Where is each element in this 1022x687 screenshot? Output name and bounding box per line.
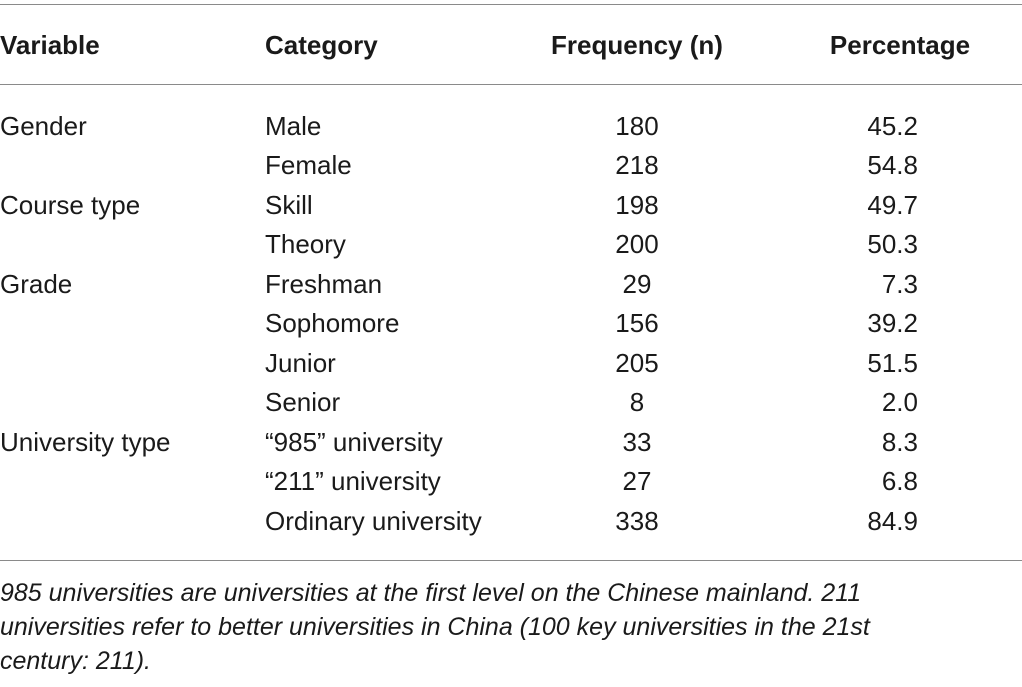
row-percentage: 6.8: [881, 466, 918, 496]
row-category: Male: [265, 111, 322, 141]
row-percentage: 84.9: [867, 506, 918, 536]
row-category: Female: [265, 150, 352, 180]
row-percentage: 39.2: [867, 308, 918, 338]
footnote-line: 985 universities are universities at the…: [0, 579, 862, 607]
header-percentage: Percentage: [829, 30, 971, 60]
row-frequency: 200: [615, 229, 659, 259]
row-category: Skill: [265, 190, 313, 220]
row-category: “985” university: [265, 427, 443, 457]
row-category: Sophomore: [265, 308, 400, 338]
row-category: Freshman: [265, 269, 383, 299]
row-frequency: 198: [615, 190, 659, 220]
row-percentage: 7.3: [881, 269, 918, 299]
row-percentage: 51.5: [867, 348, 918, 378]
row-frequency: 156: [615, 308, 659, 338]
row-frequency: 218: [615, 150, 659, 180]
header-category: Category: [265, 30, 378, 60]
footnote-line: century: 211).: [0, 647, 152, 675]
row-percentage: 45.2: [867, 111, 918, 141]
row-percentage: 2.0: [881, 387, 918, 417]
header-frequency: Frequency (n): [551, 30, 723, 60]
top-rule: [0, 4, 1022, 5]
row-percentage: 54.8: [867, 150, 918, 180]
row-frequency: 33: [622, 427, 652, 457]
row-percentage: 49.7: [867, 190, 918, 220]
row-variable: Grade: [0, 269, 73, 299]
row-frequency: 29: [622, 269, 652, 299]
row-variable: University type: [0, 427, 171, 457]
row-frequency: 27: [622, 466, 652, 496]
row-frequency: 180: [615, 111, 659, 141]
row-frequency: 8: [629, 387, 645, 417]
footnote-line: universities refer to better universitie…: [0, 613, 870, 641]
row-category: “211” university: [265, 466, 441, 496]
table-footnote: 985 universities are universities at the…: [0, 576, 1000, 678]
row-category: Junior: [265, 348, 336, 378]
row-variable: Gender: [0, 111, 87, 141]
row-frequency: 338: [615, 506, 659, 536]
row-percentage: 50.3: [867, 229, 918, 259]
header-variable: Variable: [0, 30, 100, 60]
row-category: Senior: [265, 387, 341, 417]
bottom-rule: [0, 560, 1022, 561]
row-variable: Course type: [0, 190, 141, 220]
row-frequency: 205: [615, 348, 659, 378]
row-percentage: 8.3: [881, 427, 918, 457]
header-rule: [0, 84, 1022, 85]
row-category: Ordinary university: [265, 506, 482, 536]
row-category: Theory: [265, 229, 346, 259]
